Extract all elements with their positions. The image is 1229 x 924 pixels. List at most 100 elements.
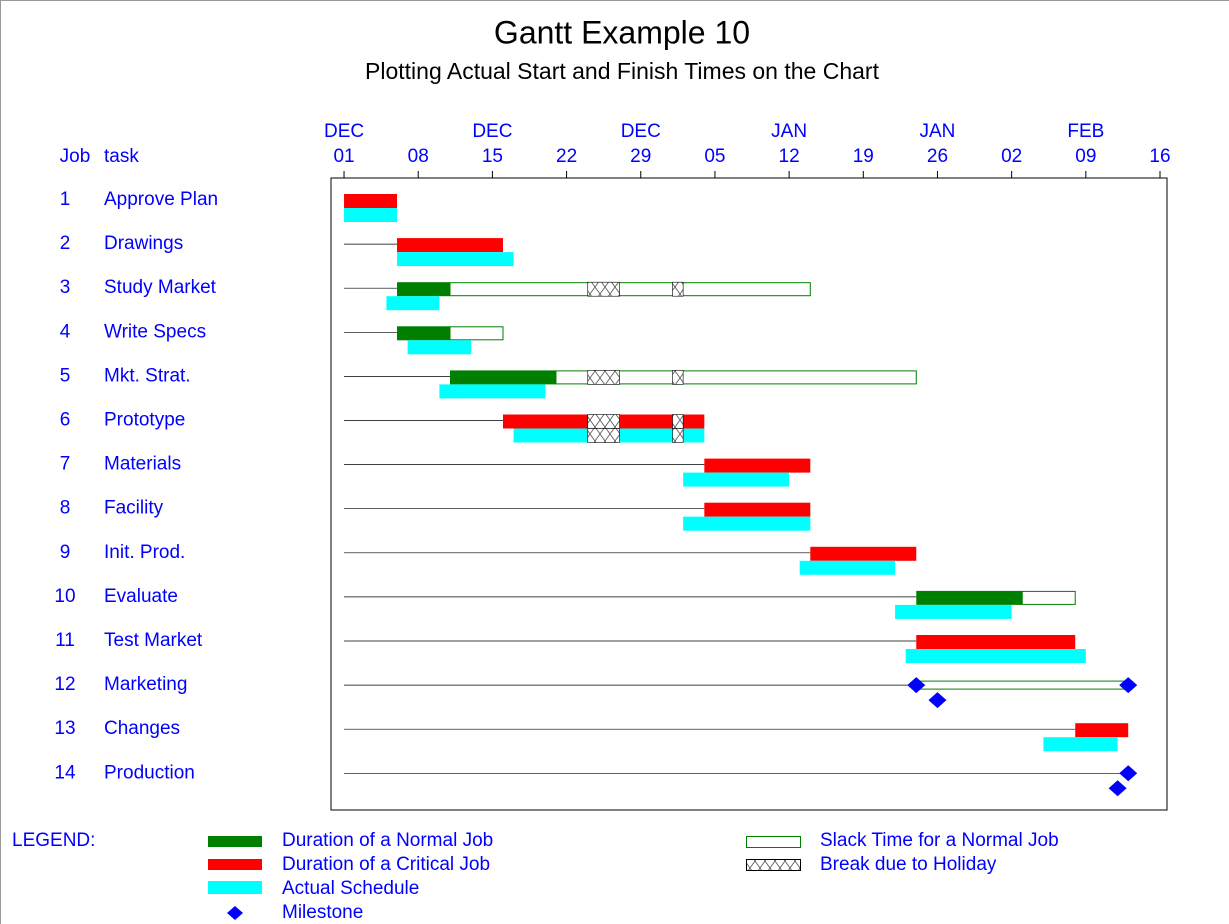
x-tick-month: DEC: [472, 121, 512, 142]
column-header: task: [104, 146, 139, 167]
planned-bar: [450, 370, 556, 385]
x-tick-label: 16: [1149, 146, 1170, 167]
milestone: [1108, 780, 1127, 797]
task-name: Init. Prod.: [104, 542, 185, 563]
x-tick-label: 12: [779, 146, 800, 167]
task-name: Test Market: [104, 630, 203, 651]
legend-swatch: [208, 836, 262, 847]
legend-swatch: [746, 836, 801, 848]
job-number: 11: [55, 630, 75, 651]
task-name: Drawings: [104, 233, 183, 254]
planned-bar: [916, 635, 1076, 649]
holiday-break: [587, 370, 620, 385]
task-name: Write Specs: [104, 321, 206, 342]
x-tick-label: 29: [630, 146, 651, 167]
x-tick-month: JAN: [771, 121, 807, 142]
actual-bar: [683, 516, 811, 531]
holiday-break: [672, 414, 684, 429]
x-tick-label: 26: [927, 146, 948, 167]
actual-bar: [386, 296, 440, 311]
task-name: Production: [104, 762, 195, 783]
milestone: [907, 677, 926, 694]
job-number: 7: [60, 454, 71, 475]
actual-bar: [344, 208, 398, 222]
job-number: 14: [54, 762, 76, 783]
slack: [915, 680, 1129, 690]
legend-label: Milestone: [282, 902, 363, 923]
holiday-break: [587, 414, 620, 429]
task-name: Study Market: [104, 277, 217, 298]
job-number: 4: [60, 321, 71, 342]
holiday-break: [672, 370, 684, 385]
legend-swatch: [227, 906, 243, 920]
job-number: 2: [60, 233, 71, 254]
job-number: 9: [60, 542, 71, 563]
planned-bar: [397, 282, 451, 297]
task-name: Prototype: [104, 410, 185, 431]
x-tick-month: DEC: [324, 121, 364, 142]
chart-subtitle: Plotting Actual Start and Finish Times o…: [365, 58, 880, 84]
actual-bar: [905, 649, 1086, 663]
task-name: Materials: [104, 454, 181, 475]
planned-bar: [704, 502, 811, 517]
holiday-break: [672, 428, 684, 443]
task-name: Evaluate: [104, 586, 178, 607]
column-header: Job: [60, 146, 91, 167]
task-name: Approve Plan: [104, 189, 218, 210]
slack: [449, 326, 504, 341]
planned-bar: [344, 194, 398, 208]
legend-label: Duration of a Normal Job: [282, 830, 493, 851]
actual-bar: [1043, 737, 1118, 752]
holiday-break: [587, 428, 620, 443]
x-tick-label: 15: [482, 146, 503, 167]
milestone: [1119, 765, 1138, 782]
job-number: 6: [60, 410, 71, 431]
x-tick-label: 08: [408, 146, 429, 167]
planned-bar: [704, 458, 811, 473]
actual-bar: [683, 472, 790, 487]
x-tick-month: DEC: [621, 121, 661, 142]
legend-title: LEGEND:: [12, 830, 95, 851]
plot-frame: [330, 177, 1168, 811]
legend-label: Actual Schedule: [282, 878, 419, 899]
job-number: 13: [54, 718, 75, 739]
x-tick-label: 05: [704, 146, 725, 167]
task-name: Marketing: [104, 674, 187, 695]
job-number: 3: [60, 277, 71, 298]
x-tick-month: FEB: [1067, 121, 1104, 142]
job-number: 1: [60, 189, 71, 210]
legend-swatch: [746, 859, 801, 871]
task-name: Changes: [104, 718, 180, 739]
legend-label: Break due to Holiday: [820, 854, 997, 875]
legend-swatch: [208, 881, 262, 894]
planned-bar: [810, 546, 917, 561]
chart-title: Gantt Example 10: [494, 14, 750, 50]
slack: [449, 282, 811, 297]
x-tick-label: 09: [1075, 146, 1096, 167]
task-name: Facility: [104, 498, 164, 519]
actual-bar: [397, 252, 514, 267]
job-number: 10: [54, 586, 75, 607]
milestone: [1119, 677, 1138, 694]
legend-label: Duration of a Critical Job: [282, 854, 490, 875]
actual-bar: [439, 384, 546, 399]
milestone: [928, 692, 947, 709]
legend-label: Slack Time for a Normal Job: [820, 830, 1059, 851]
task-name: Mkt. Strat.: [104, 365, 191, 386]
planned-bar: [1075, 723, 1129, 738]
legend-swatch: [208, 859, 262, 870]
holiday-break: [587, 281, 620, 297]
planned-bar: [916, 590, 1023, 605]
x-tick-month: JAN: [920, 121, 956, 142]
slack: [1021, 590, 1076, 605]
x-tick-label: 02: [1001, 146, 1022, 167]
planned-bar: [397, 238, 503, 253]
actual-bar: [895, 604, 1012, 619]
x-tick-label: 22: [556, 146, 577, 167]
job-number: 8: [60, 498, 71, 519]
job-number: 5: [60, 365, 71, 386]
planned-bar: [397, 326, 451, 341]
actual-bar: [407, 340, 472, 355]
